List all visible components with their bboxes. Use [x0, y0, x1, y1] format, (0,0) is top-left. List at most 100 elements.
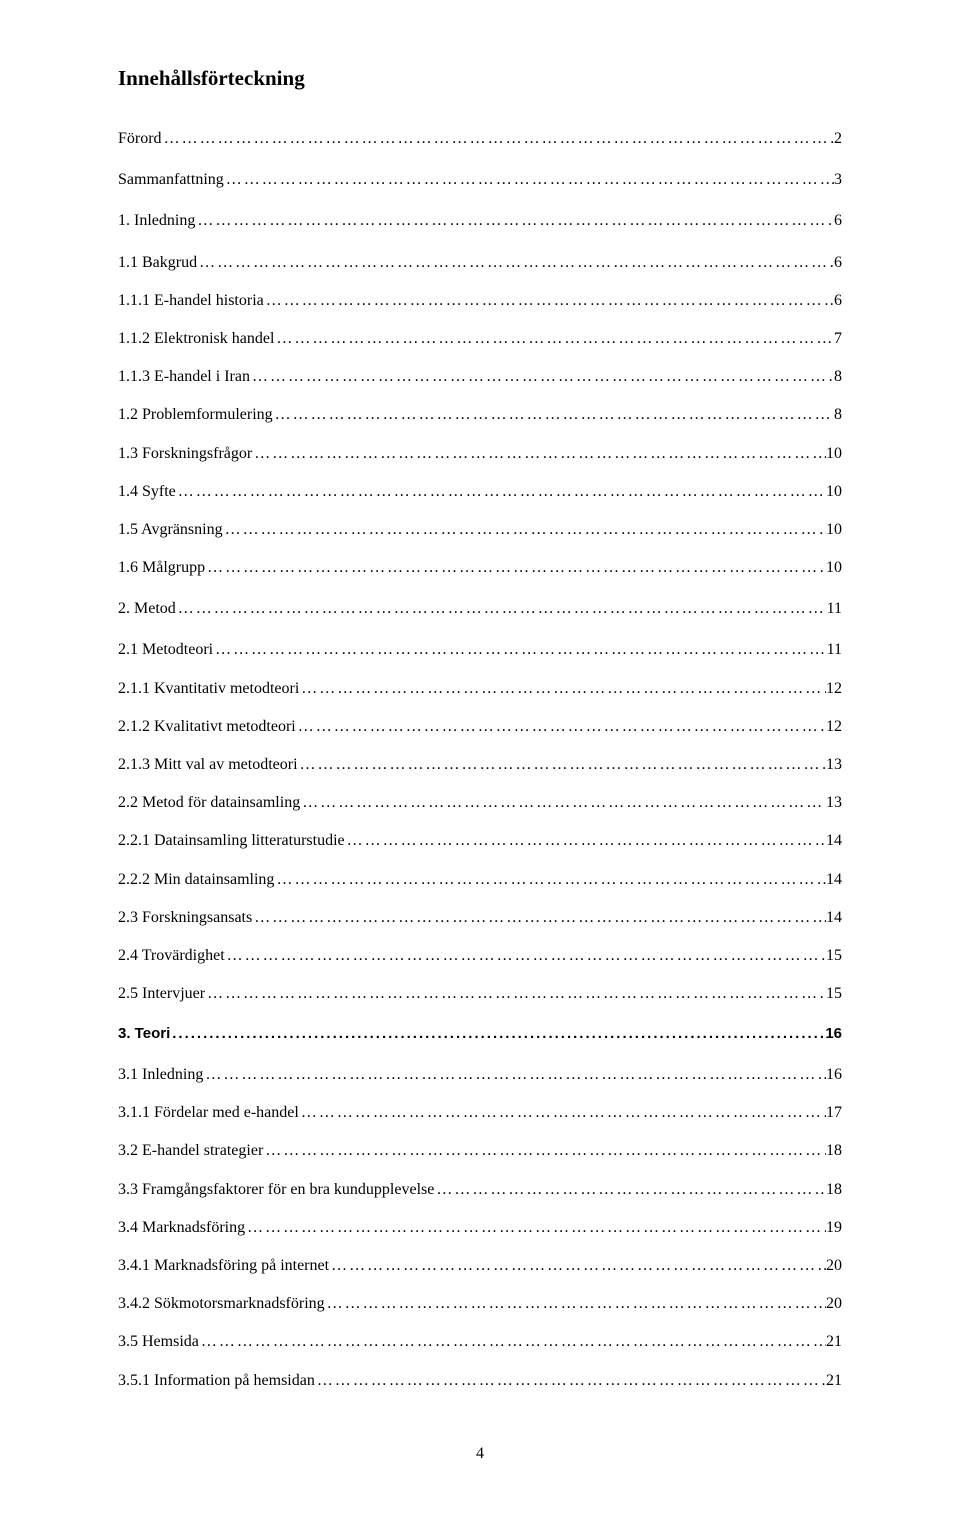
toc-leader: …………………………………………………………………………………………………………… — [199, 1330, 826, 1353]
toc-entry-label: 1.1 Bakgrud — [118, 251, 197, 274]
toc-leader: …………………………………………………………………………………………………………… — [205, 556, 826, 579]
toc-entry: 2.1.2 Kvalitativt metodteori………………………………… — [118, 715, 842, 738]
toc-entry: 1.3 Forskningsfrågor……………………………………………………… — [118, 442, 842, 465]
toc-entry-label: 1. Inledning — [118, 209, 195, 232]
toc-entry-page: 6 — [834, 209, 842, 232]
toc-entry: 1.1.3 E-handel i Iran…………………………………………………… — [118, 365, 842, 388]
toc-leader: …………………………………………………………………………………………………………… — [299, 677, 826, 700]
toc-leader: …………………………………………………………………………………………………………… — [325, 1292, 826, 1315]
toc-entry: 3.2 E-handel strategier……………………………………………… — [118, 1139, 842, 1162]
toc-entry-page: 3 — [834, 168, 842, 191]
toc-entry-page: 6 — [834, 251, 842, 274]
page-number: 4 — [0, 1445, 960, 1463]
toc-entry: 3.5 Hemsida……………………………………………………………………………… — [118, 1330, 842, 1353]
toc-leader: ........................................… — [170, 1023, 825, 1045]
toc-entry: 1.6 Målgrupp…………………………………………………………………………… — [118, 556, 842, 579]
toc-leader: …………………………………………………………………………………………………………… — [252, 906, 826, 929]
toc-entry-page: 8 — [834, 365, 842, 388]
toc-leader: …………………………………………………………………………………………………………… — [264, 289, 834, 312]
toc-entry-page: 19 — [826, 1216, 842, 1239]
toc-entry-label: 2.1.2 Kvalitativt metodteori — [118, 715, 296, 738]
toc-entry-page: 10 — [826, 480, 842, 503]
toc-leader: …………………………………………………………………………………………………………… — [274, 868, 826, 891]
toc-leader: …………………………………………………………………………………………………………… — [274, 327, 834, 350]
toc-entry: 3.3 Framgångsfaktorer för en bra kundupp… — [118, 1178, 842, 1201]
toc-entry-page: 12 — [826, 715, 842, 738]
toc-entry: 1.1 Bakgrud……………………………………………………………………………… — [118, 251, 842, 274]
toc-entry: 3.4.2 Sökmotorsmarknadsföring……………………………… — [118, 1292, 842, 1315]
toc-entry: Sammanfattning……………………………………………………………………… — [118, 168, 842, 191]
toc-entry-page: 6 — [834, 289, 842, 312]
toc-entry-page: 11 — [827, 597, 842, 620]
toc-leader: …………………………………………………………………………………………………………… — [195, 209, 834, 232]
toc-leader: …………………………………………………………………………………………………………… — [315, 1369, 826, 1392]
toc-entry-page: 14 — [826, 906, 842, 929]
toc-entry: 3.5.1 Information på hemsidan……………………………… — [118, 1369, 842, 1392]
toc-entry-label: 1.3 Forskningsfrågor — [118, 442, 252, 465]
toc-entry-page: 20 — [826, 1254, 842, 1277]
toc-leader: …………………………………………………………………………………………………………… — [162, 127, 834, 150]
toc-entry: 2.1.3 Mitt val av metodteori………………………………… — [118, 753, 842, 776]
toc-entry: 1.5 Avgränsning…………………………………………………………………… — [118, 518, 842, 541]
toc-entry: 3. Teori................................… — [118, 1023, 842, 1045]
toc-entry-page: 10 — [826, 518, 842, 541]
toc-entry-label: 3.1.1 Fördelar med e-handel — [118, 1101, 299, 1124]
toc-leader: …………………………………………………………………………………………………………… — [434, 1178, 826, 1201]
toc-entry-page: 17 — [826, 1101, 842, 1124]
toc-entry: Förord…………………………………………………………………………………………… — [118, 127, 842, 150]
toc-entry: 2.1 Metodteori……………………………………………………………………… — [118, 638, 842, 661]
toc-entry-label: 2.2 Metod för datainsamling — [118, 791, 300, 814]
toc-entry-label: 2.1 Metodteori — [118, 638, 213, 661]
toc-entry-page: 13 — [826, 791, 842, 814]
toc-leader: …………………………………………………………………………………………………………… — [203, 1063, 826, 1086]
toc-leader: …………………………………………………………………………………………………………… — [205, 982, 826, 1005]
toc-entry-page: 10 — [826, 556, 842, 579]
toc-leader: …………………………………………………………………………………………………………… — [225, 944, 826, 967]
toc-entry-label: 2.4 Trovärdighet — [118, 944, 225, 967]
toc-entry-label: 3.3 Framgångsfaktorer för en bra kundupp… — [118, 1178, 434, 1201]
toc-entry-page: 14 — [826, 829, 842, 852]
toc-entry: 2.2 Metod för datainsamling…………………………………… — [118, 791, 842, 814]
toc-leader: …………………………………………………………………………………………………………… — [263, 1139, 826, 1162]
toc-entry-label: Förord — [118, 127, 162, 150]
page-title: Innehållsförteckning — [118, 66, 842, 91]
toc-leader: …………………………………………………………………………………………………………… — [250, 365, 834, 388]
toc-entry: 2.1.1 Kvantitativ metodteori………………………………… — [118, 677, 842, 700]
toc-entry-label: 1.5 Avgränsning — [118, 518, 223, 541]
toc-entry-page: 8 — [834, 403, 842, 426]
toc-entry-label: 3.5.1 Information på hemsidan — [118, 1369, 315, 1392]
toc-leader: …………………………………………………………………………………………………………… — [345, 829, 826, 852]
toc-entry-label: 1.4 Syfte — [118, 480, 176, 503]
toc-entry: 2. Metod……………………………………………………………………………………… — [118, 597, 842, 620]
toc-entry-page: 18 — [826, 1178, 842, 1201]
toc-entry: 3.4.1 Marknadsföring på internet……………………… — [118, 1254, 842, 1277]
toc-entry: 2.4 Trovärdighet………………………………………………………………… — [118, 944, 842, 967]
toc-entry-page: 11 — [827, 638, 842, 661]
toc-entry-page: 7 — [834, 327, 842, 350]
toc-entry: 3.1.1 Fördelar med e-handel…………………………………… — [118, 1101, 842, 1124]
toc-entry-label: 3.4 Marknadsföring — [118, 1216, 245, 1239]
toc-entry: 1.4 Syfte…………………………………………………………………………………… — [118, 480, 842, 503]
toc-entry-label: 3.5 Hemsida — [118, 1330, 199, 1353]
toc-entry: 2.5 Intervjuer……………………………………………………………………… — [118, 982, 842, 1005]
toc-entry-label: 3.2 E-handel strategier — [118, 1139, 263, 1162]
toc-entry: 1.1.1 E-handel historia……………………………………………… — [118, 289, 842, 312]
toc-leader: …………………………………………………………………………………………………………… — [223, 518, 826, 541]
toc-entry-label: 1.6 Målgrupp — [118, 556, 205, 579]
toc-entry-page: 21 — [826, 1369, 842, 1392]
toc-entry-label: 2.1.3 Mitt val av metodteori — [118, 753, 298, 776]
toc-entry: 1.2 Problemformulering………………………………………………… — [118, 403, 842, 426]
toc-entry: 3.4 Marknadsföring…………………………………………………………… — [118, 1216, 842, 1239]
toc-entry-label: 2.2.2 Min datainsamling — [118, 868, 274, 891]
toc-entry-label: 1.2 Problemformulering — [118, 403, 273, 426]
toc-leader: …………………………………………………………………………………………………………… — [329, 1254, 826, 1277]
toc-leader: …………………………………………………………………………………………………………… — [213, 638, 827, 661]
toc-entry: 2.2.1 Datainsamling litteraturstudie…………… — [118, 829, 842, 852]
toc-entry-page: 16 — [826, 1063, 842, 1086]
toc-leader: …………………………………………………………………………………………………………… — [296, 715, 826, 738]
toc-leader: …………………………………………………………………………………………………………… — [252, 442, 826, 465]
table-of-contents: Förord…………………………………………………………………………………………… — [118, 127, 842, 1392]
toc-entry: 3.1 Inledning………………………………………………………………………… — [118, 1063, 842, 1086]
toc-entry-label: 2.2.1 Datainsamling litteraturstudie — [118, 829, 345, 852]
toc-entry-page: 15 — [826, 982, 842, 1005]
